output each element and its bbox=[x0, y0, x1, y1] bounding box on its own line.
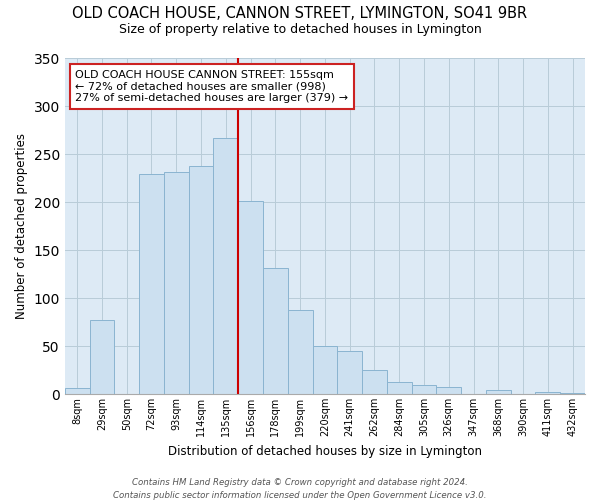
Bar bbox=[263, 268, 288, 394]
Y-axis label: Number of detached properties: Number of detached properties bbox=[15, 133, 28, 319]
Bar bbox=[288, 310, 313, 394]
Text: OLD COACH HOUSE CANNON STREET: 155sqm
← 72% of detached houses are smaller (998): OLD COACH HOUSE CANNON STREET: 155sqm ← … bbox=[75, 70, 349, 103]
Bar bbox=[560, 393, 585, 394]
Bar bbox=[313, 346, 337, 394]
Bar bbox=[337, 351, 362, 394]
Text: OLD COACH HOUSE, CANNON STREET, LYMINGTON, SO41 9BR: OLD COACH HOUSE, CANNON STREET, LYMINGTO… bbox=[73, 6, 527, 20]
X-axis label: Distribution of detached houses by size in Lymington: Distribution of detached houses by size … bbox=[168, 444, 482, 458]
Bar bbox=[486, 390, 511, 394]
Bar bbox=[188, 166, 214, 394]
Text: Contains HM Land Registry data © Crown copyright and database right 2024.
Contai: Contains HM Land Registry data © Crown c… bbox=[113, 478, 487, 500]
Bar bbox=[89, 320, 115, 394]
Bar bbox=[139, 174, 164, 394]
Bar bbox=[65, 388, 89, 394]
Bar bbox=[387, 382, 412, 394]
Bar bbox=[214, 138, 238, 394]
Bar bbox=[238, 201, 263, 394]
Bar bbox=[436, 388, 461, 394]
Bar bbox=[362, 370, 387, 394]
Bar bbox=[164, 172, 188, 394]
Bar bbox=[535, 392, 560, 394]
Text: Size of property relative to detached houses in Lymington: Size of property relative to detached ho… bbox=[119, 22, 481, 36]
Bar bbox=[412, 386, 436, 394]
